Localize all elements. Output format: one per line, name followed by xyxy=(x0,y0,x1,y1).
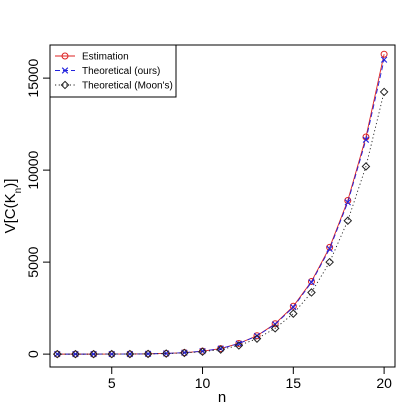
point-s1-x17 xyxy=(326,245,333,253)
x-tick-label-15: 15 xyxy=(286,375,302,391)
x-axis-label: n xyxy=(218,389,226,406)
point-s1-x15 xyxy=(290,304,297,311)
point-s1-x19 xyxy=(362,136,370,143)
point-s2-x3 xyxy=(71,349,80,359)
point-s2-x6 xyxy=(125,349,135,359)
y-tick-label-5000: 5000 xyxy=(25,246,41,277)
point-s1-x18 xyxy=(344,199,351,206)
point-s2-x13 xyxy=(252,334,262,343)
y-axis-label: V[C(Kn)] xyxy=(2,179,24,234)
legend-box xyxy=(49,44,177,98)
series-layer xyxy=(52,50,389,359)
point-s2-x7 xyxy=(143,349,153,359)
y-tick-label-0: 0 xyxy=(25,350,41,358)
point-s0-x17 xyxy=(326,243,334,251)
point-s2-x12 xyxy=(234,341,244,350)
x-tick-label-20: 20 xyxy=(376,375,392,391)
plot-frame xyxy=(49,44,396,368)
point-s2-x8 xyxy=(161,349,171,358)
legend-label-0: Estimation xyxy=(82,52,129,63)
point-s0-x16 xyxy=(307,277,315,285)
y-axis-label-end: )] xyxy=(2,179,19,188)
x-tick-label-10: 10 xyxy=(195,375,211,391)
point-s2-x4 xyxy=(89,349,98,359)
point-s0-x12 xyxy=(235,339,243,347)
legend: Estimation Theoretical (ours) Theoretical … xyxy=(49,44,177,98)
point-s2-x16 xyxy=(307,288,316,297)
y-axis: 0 5000 10000 15000 xyxy=(25,58,50,358)
series-1 xyxy=(54,56,388,358)
point-s0-x20 xyxy=(380,50,388,58)
point-s2-x15 xyxy=(289,309,298,318)
legend-marker-1 xyxy=(61,67,69,74)
point-s2-x10 xyxy=(198,347,207,357)
point-s2-x9 xyxy=(180,348,189,358)
point-s1-x16 xyxy=(308,279,315,286)
point-s0-x15 xyxy=(289,302,297,310)
point-s1-x12 xyxy=(235,340,243,347)
legend-marker-0 xyxy=(61,52,69,60)
series-line-2 xyxy=(57,91,385,355)
y-axis-label-sub: n xyxy=(13,188,24,194)
point-s0-x14 xyxy=(271,320,279,328)
point-s0-x18 xyxy=(344,196,352,204)
y-axis-label-main: V[C(K xyxy=(2,193,19,233)
point-s2-x14 xyxy=(270,324,280,333)
point-s2-x11 xyxy=(216,345,225,354)
point-s2-x2 xyxy=(52,349,62,359)
point-s1-x11 xyxy=(217,345,224,352)
series-line-0 xyxy=(57,54,385,355)
x-tick-label-5: 5 xyxy=(108,375,116,391)
point-s2-x17 xyxy=(325,257,334,267)
point-s2-x20 xyxy=(379,87,389,97)
x-axis: 5 10 15 20 xyxy=(108,367,392,391)
point-s2-x5 xyxy=(107,349,117,359)
legend-marker-2 xyxy=(60,80,70,90)
legend-label-1: Theoretical (ours) xyxy=(82,66,160,77)
legend-label-2: Theoretical (Moon's) xyxy=(82,81,173,92)
series-line-1 xyxy=(57,59,385,355)
series-2 xyxy=(52,87,389,359)
point-s1-x20 xyxy=(380,56,388,63)
point-s0-x13 xyxy=(253,332,261,340)
point-s2-x19 xyxy=(361,162,371,171)
y-tick-label-10000: 10000 xyxy=(25,150,41,189)
point-s2-x18 xyxy=(343,216,353,226)
y-tick-label-15000: 15000 xyxy=(25,58,41,97)
